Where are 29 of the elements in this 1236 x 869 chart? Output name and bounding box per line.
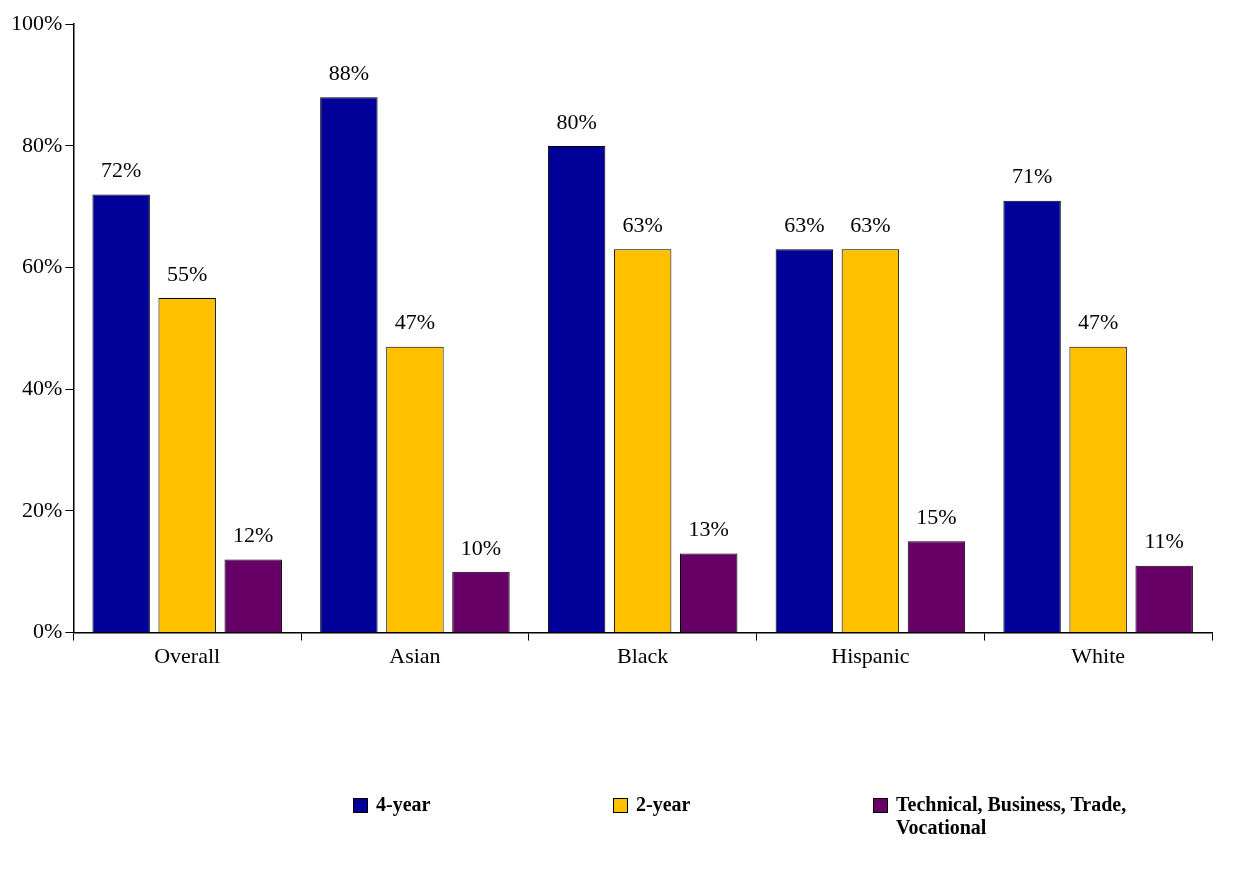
y-tick-label: 100% <box>11 9 63 35</box>
y-tick-label: 60% <box>22 253 63 279</box>
data-label: 11% <box>1144 528 1184 554</box>
data-label: 71% <box>1011 163 1053 189</box>
data-label: 63% <box>850 212 891 238</box>
y-tick-label: 20% <box>22 496 63 522</box>
data-label: 88% <box>328 59 370 85</box>
legend-label: 4-year <box>376 793 431 816</box>
x-tick-label: Black <box>617 642 669 668</box>
data-label: 55% <box>167 260 208 286</box>
data-label: 47% <box>1077 309 1119 335</box>
data-label: 72% <box>100 157 142 183</box>
data-label: 63% <box>784 212 825 238</box>
x-tick-label: White <box>1071 642 1126 668</box>
y-tick-label: 80% <box>22 131 63 157</box>
legend-label: Technical, Business, Trade, Vocational <box>896 793 1128 839</box>
legend-label: 2-year <box>636 793 691 816</box>
data-label: 12% <box>233 522 274 548</box>
y-tick-label: 40% <box>22 375 63 401</box>
x-tick-label: Overall <box>154 642 221 668</box>
x-tick-label: Asian <box>389 642 441 668</box>
data-label: 63% <box>622 212 663 238</box>
data-label: 13% <box>688 516 729 542</box>
data-label: 15% <box>916 504 957 530</box>
y-tick-label: 0% <box>33 618 63 644</box>
x-tick-label: Hispanic <box>831 642 910 668</box>
data-label: 47% <box>394 309 436 335</box>
data-label: 10% <box>460 534 502 560</box>
data-label: 80% <box>556 108 597 134</box>
